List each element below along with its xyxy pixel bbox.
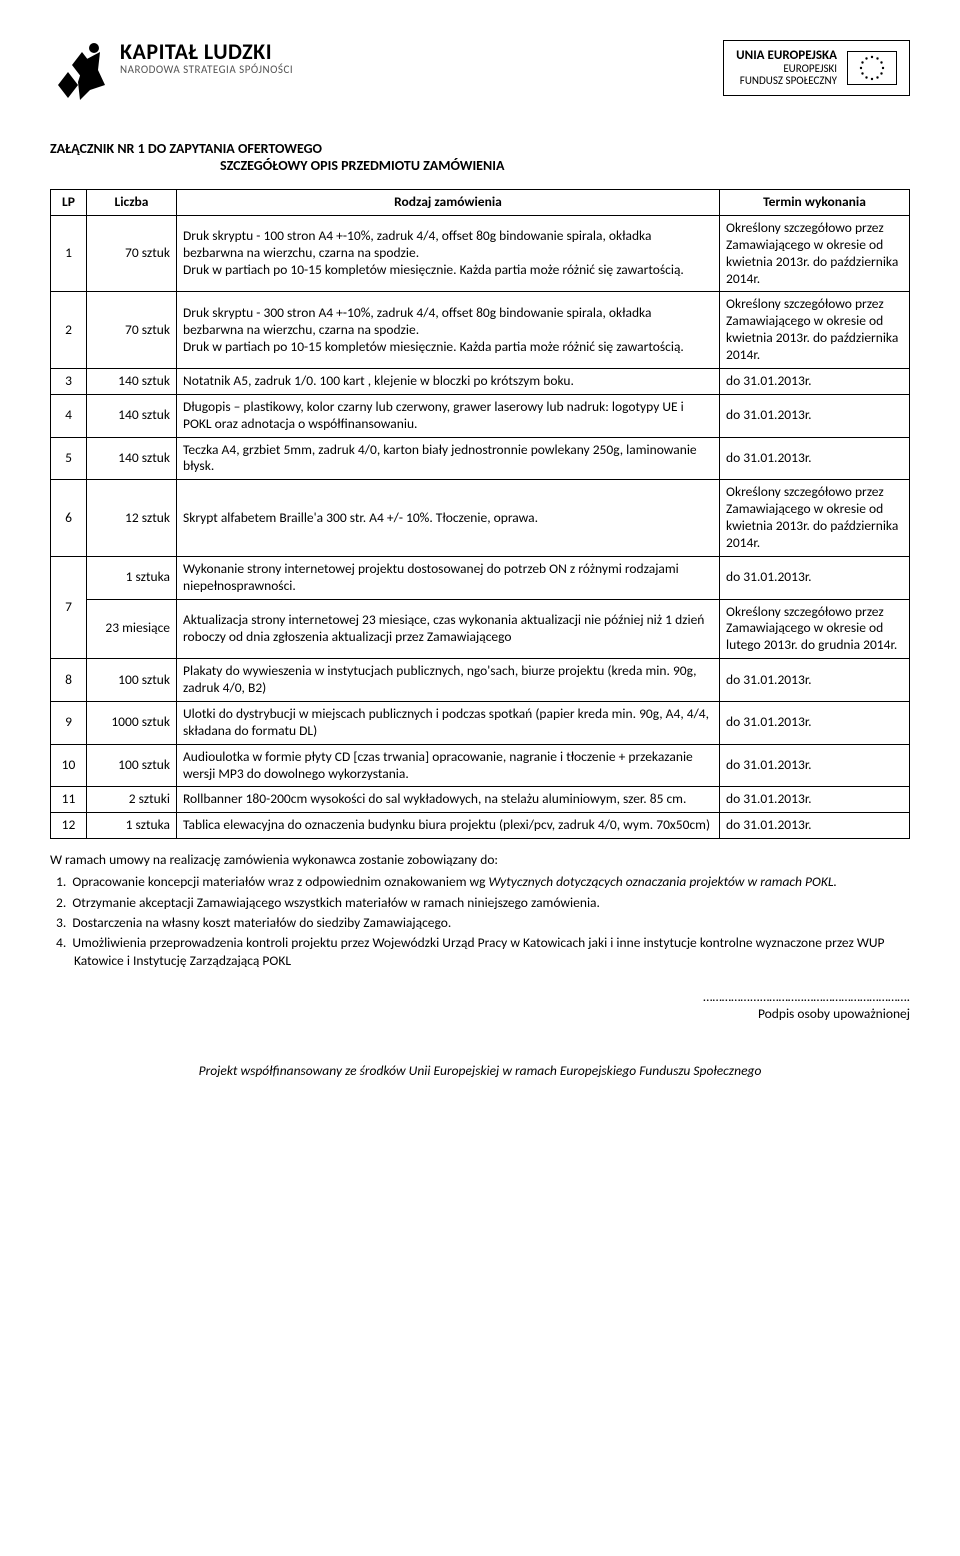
table-row: 3140 sztukNotatnik A5, zadruk 1/0. 100 k… bbox=[51, 368, 910, 394]
cell-lp: 11 bbox=[51, 787, 87, 813]
cell-desc: Aktualizacja strony internetowej 23 mies… bbox=[177, 599, 720, 659]
header-logos: KAPITAŁ LUDZKI NARODOWA STRATEGIA SPÓJNO… bbox=[50, 40, 910, 110]
table-row: 8100 sztukPlakaty do wywieszenia w insty… bbox=[51, 659, 910, 702]
cell-qty: 70 sztuk bbox=[87, 215, 177, 292]
eu-flag-icon bbox=[847, 51, 897, 85]
cell-qty: 70 sztuk bbox=[87, 292, 177, 369]
table-row: 270 sztukDruk skryptu - 300 stron A4 +-1… bbox=[51, 292, 910, 369]
cell-lp: 5 bbox=[51, 437, 87, 480]
cell-lp: 8 bbox=[51, 659, 87, 702]
star-person-icon bbox=[50, 40, 110, 110]
col-qty: Liczba bbox=[87, 190, 177, 216]
cell-desc: Ulotki do dystrybucji w miejscach public… bbox=[177, 701, 720, 744]
logo-left-main: KAPITAŁ LUDZKI bbox=[120, 40, 293, 64]
cell-qty: 140 sztuk bbox=[87, 368, 177, 394]
cell-desc: Rollbanner 180-200cm wysokości do sal wy… bbox=[177, 787, 720, 813]
cell-lp: 12 bbox=[51, 813, 87, 839]
cell-lp: 10 bbox=[51, 744, 87, 787]
logo-right-main: UNIA EUROPEJSKA bbox=[736, 49, 837, 63]
document-title: ZAŁĄCZNIK NR 1 DO ZAPYTANIA OFERTOWEGO S… bbox=[50, 140, 910, 174]
cell-qty: 1 sztuka bbox=[87, 813, 177, 839]
cell-term: Określony szczegółowo przez Zamawiająceg… bbox=[720, 292, 910, 369]
title-line-1: ZAŁĄCZNIK NR 1 DO ZAPYTANIA OFERTOWEGO bbox=[50, 140, 910, 157]
logo-kapital-ludzki: KAPITAŁ LUDZKI NARODOWA STRATEGIA SPÓJNO… bbox=[50, 40, 293, 110]
table-row: 5140 sztukTeczka A4, grzbiet 5mm, zadruk… bbox=[51, 437, 910, 480]
col-lp: LP bbox=[51, 190, 87, 216]
cell-desc: Plakaty do wywieszenia w instytucjach pu… bbox=[177, 659, 720, 702]
cell-term: do 31.01.2013r. bbox=[720, 437, 910, 480]
cell-term: do 31.01.2013r. bbox=[720, 744, 910, 787]
col-term: Termin wykonania bbox=[720, 190, 910, 216]
table-row: 112 sztukiRollbanner 180-200cm wysokości… bbox=[51, 787, 910, 813]
table-row: 612 sztukSkrypt alfabetem Braille'a 300 … bbox=[51, 480, 910, 557]
table-row: 10100 sztukAudioulotka w formie płyty CD… bbox=[51, 744, 910, 787]
cell-desc: Teczka A4, grzbiet 5mm, zadruk 4/0, kart… bbox=[177, 437, 720, 480]
table-row: 170 sztukDruk skryptu - 100 stron A4 +-1… bbox=[51, 215, 910, 292]
col-desc: Rodzaj zamówienia bbox=[177, 190, 720, 216]
cell-desc: Druk skryptu - 100 stron A4 +-10%, zadru… bbox=[177, 215, 720, 292]
cell-desc: Wykonanie strony internetowej projektu d… bbox=[177, 556, 720, 599]
cell-qty: 1 sztuka bbox=[87, 556, 177, 599]
cell-term: do 31.01.2013r. bbox=[720, 659, 910, 702]
title-line-2: SZCZEGÓŁOWY OPIS PRZEDMIOTU ZAMÓWIENIA bbox=[220, 157, 910, 174]
cell-lp: 4 bbox=[51, 394, 87, 437]
cell-qty: 12 sztuk bbox=[87, 480, 177, 557]
table-row: 121 sztukaTablica elewacyjna do oznaczen… bbox=[51, 813, 910, 839]
cell-term: do 31.01.2013r. bbox=[720, 368, 910, 394]
cell-lp: 3 bbox=[51, 368, 87, 394]
list-item: 4. Umożliwienia przeprowadzenia kontroli… bbox=[50, 934, 910, 970]
cell-lp: 6 bbox=[51, 480, 87, 557]
cell-qty: 1000 sztuk bbox=[87, 701, 177, 744]
cell-lp: 2 bbox=[51, 292, 87, 369]
logo-right-sub2: FUNDUSZ SPOŁECZNY bbox=[736, 75, 837, 87]
logo-eu: UNIA EUROPEJSKA EUROPEJSKI FUNDUSZ SPOŁE… bbox=[723, 40, 910, 96]
cell-qty: 23 miesiące bbox=[87, 599, 177, 659]
signature-label: Podpis osoby upoważnionej bbox=[50, 1005, 910, 1022]
table-row: 91000 sztukUlotki do dystrybucji w miejs… bbox=[51, 701, 910, 744]
cell-lp: 9 bbox=[51, 701, 87, 744]
cell-lp: 7 bbox=[51, 556, 87, 658]
cell-qty: 100 sztuk bbox=[87, 659, 177, 702]
cell-term: Określony szczegółowo przez Zamawiająceg… bbox=[720, 480, 910, 557]
cell-lp: 1 bbox=[51, 215, 87, 292]
cell-term: Określony szczegółowo przez Zamawiająceg… bbox=[720, 215, 910, 292]
cell-desc: Długopis – plastikowy, kolor czarny lub … bbox=[177, 394, 720, 437]
cell-qty: 140 sztuk bbox=[87, 394, 177, 437]
list-item: 1. Opracowanie koncepcji materiałów wraz… bbox=[50, 873, 910, 891]
footer-text: Projekt współfinansowany ze środków Unii… bbox=[50, 1062, 910, 1079]
signature-line: ……………...…………..……………………………. bbox=[50, 988, 910, 1005]
cell-qty: 140 sztuk bbox=[87, 437, 177, 480]
table-row: 23 miesiąceAktualizacja strony interneto… bbox=[51, 599, 910, 659]
logo-left-sub: NARODOWA STRATEGIA SPÓJNOŚCI bbox=[120, 64, 293, 76]
cell-term: do 31.01.2013r. bbox=[720, 394, 910, 437]
table-row: 71 sztukaWykonanie strony internetowej p… bbox=[51, 556, 910, 599]
cell-desc: Audioulotka w formie płyty CD [czas trwa… bbox=[177, 744, 720, 787]
cell-qty: 2 sztuki bbox=[87, 787, 177, 813]
post-intro: W ramach umowy na realizację zamówienia … bbox=[50, 851, 910, 869]
post-list: 1. Opracowanie koncepcji materiałów wraz… bbox=[50, 873, 910, 970]
table-header-row: LP Liczba Rodzaj zamówienia Termin wykon… bbox=[51, 190, 910, 216]
cell-qty: 100 sztuk bbox=[87, 744, 177, 787]
table-row: 4140 sztukDługopis – plastikowy, kolor c… bbox=[51, 394, 910, 437]
cell-term: do 31.01.2013r. bbox=[720, 787, 910, 813]
cell-desc: Skrypt alfabetem Braille'a 300 str. A4 +… bbox=[177, 480, 720, 557]
list-item: 2. Otrzymanie akceptacji Zamawiającego w… bbox=[50, 894, 910, 912]
list-item: 3. Dostarczenia na własny koszt materiał… bbox=[50, 914, 910, 932]
cell-term: do 31.01.2013r. bbox=[720, 701, 910, 744]
cell-desc: Druk skryptu - 300 stron A4 +-10%, zadru… bbox=[177, 292, 720, 369]
cell-term: do 31.01.2013r. bbox=[720, 813, 910, 839]
cell-term: Określony szczegółowo przez Zamawiająceg… bbox=[720, 599, 910, 659]
cell-desc: Notatnik A5, zadruk 1/0. 100 kart , klej… bbox=[177, 368, 720, 394]
order-table: LP Liczba Rodzaj zamówienia Termin wykon… bbox=[50, 189, 910, 839]
cell-desc: Tablica elewacyjna do oznaczenia budynku… bbox=[177, 813, 720, 839]
cell-term: do 31.01.2013r. bbox=[720, 556, 910, 599]
